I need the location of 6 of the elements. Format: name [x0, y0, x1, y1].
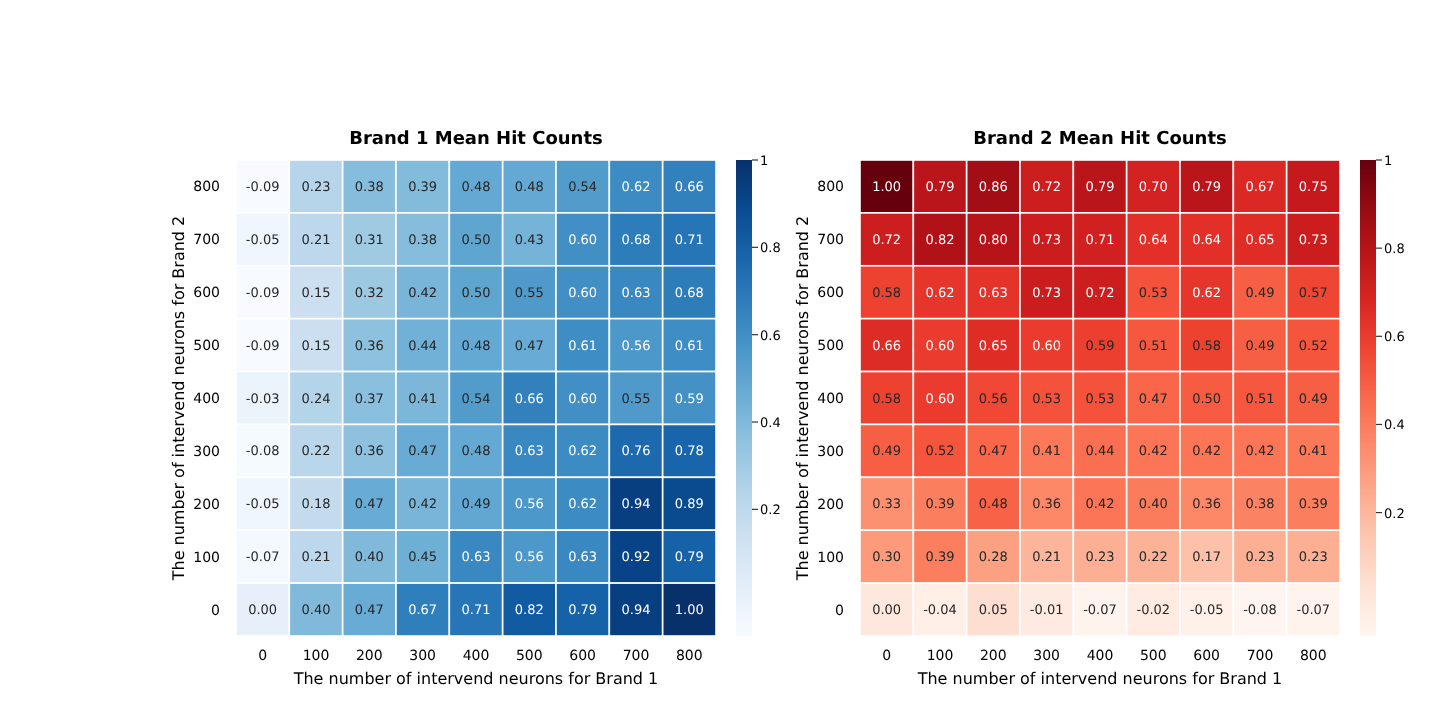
y-axis-title: The number of intervend neurons for Brand 2 [794, 215, 812, 583]
x-axis-title: The number of intervend neurons for Brand 1 [915, 670, 1283, 688]
y-axis-title: The number of intervend neurons for Brand 2 [170, 215, 188, 583]
chart-title: Brand 1 Mean Hit Counts [349, 130, 603, 150]
chart-title: Brand 2 Mean Hit Counts [973, 130, 1227, 150]
x-axis-title: The number of intervend neurons for Brand 1 [291, 670, 659, 688]
